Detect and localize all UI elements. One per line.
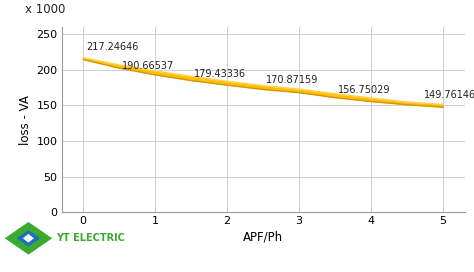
Polygon shape xyxy=(23,234,34,243)
Y-axis label: loss - VA: loss - VA xyxy=(19,95,32,145)
Polygon shape xyxy=(5,222,52,255)
Text: 156.75029: 156.75029 xyxy=(338,85,390,95)
Text: YT ELECTRIC: YT ELECTRIC xyxy=(56,233,125,243)
X-axis label: APF/Ph: APF/Ph xyxy=(243,230,283,243)
Text: 170.87159: 170.87159 xyxy=(266,75,318,85)
Text: 190.66537: 190.66537 xyxy=(122,61,174,71)
Text: 217.24646: 217.24646 xyxy=(86,42,138,52)
Polygon shape xyxy=(17,230,40,246)
Text: 149.76146: 149.76146 xyxy=(424,90,474,100)
Text: x 1000: x 1000 xyxy=(26,3,66,16)
Text: 179.43336: 179.43336 xyxy=(194,69,246,79)
